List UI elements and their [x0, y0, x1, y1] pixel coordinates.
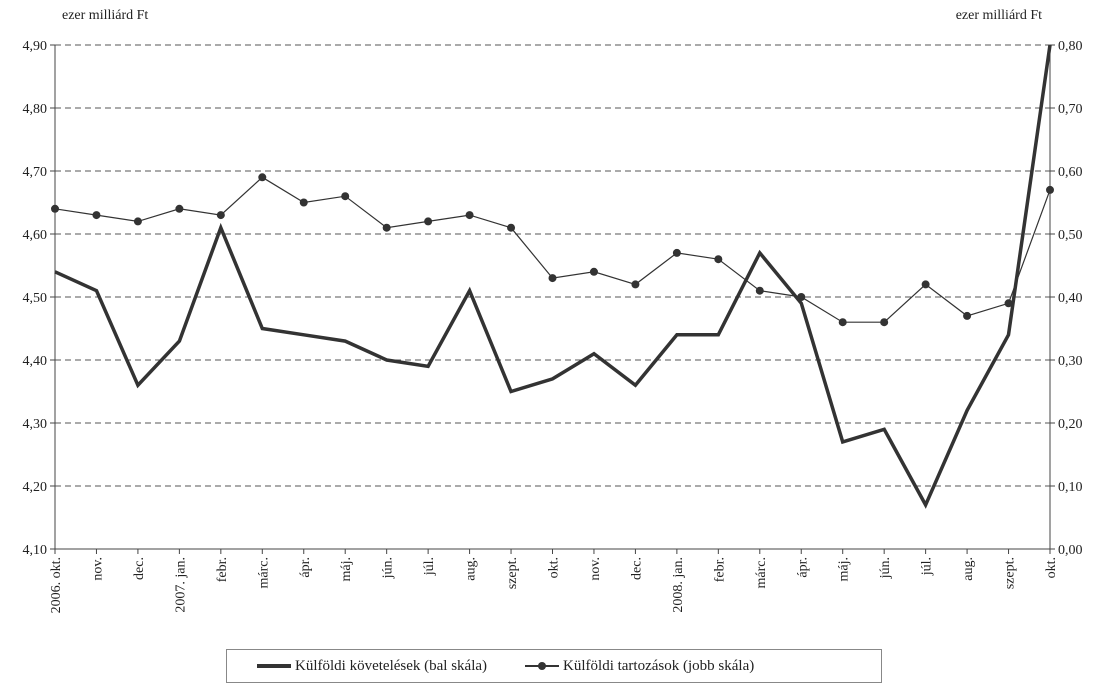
right-tick-label: 0,00	[1058, 543, 1083, 558]
x-tick-label: ápr.	[298, 557, 313, 578]
legend: Külföldi követelések (bal skála) Külföld…	[226, 649, 882, 683]
liabilities-point	[797, 293, 806, 301]
x-tick-label: febr.	[712, 557, 727, 582]
legend-thick-line-icon	[257, 661, 291, 671]
liabilities-point	[1046, 185, 1054, 194]
left-tick-label: 4,60	[23, 228, 48, 243]
liabilities-point	[175, 204, 184, 213]
liabilities-point	[341, 192, 350, 201]
liabilities-point	[631, 280, 640, 289]
liabilities-series-line	[54, 176, 1051, 323]
right-axis-unit-label: ezer milliárd Ft	[955, 8, 1042, 23]
left-tick-label: 4,70	[23, 165, 48, 180]
claims-series-line	[54, 44, 1052, 509]
left-tick-label: 4,50	[23, 291, 48, 306]
right-tick-label: 0,70	[1058, 102, 1083, 117]
x-tick-label: márc.	[256, 557, 271, 588]
x-tick-label: okt.	[547, 557, 562, 578]
liabilities-point	[589, 267, 598, 276]
liabilities-point	[838, 318, 847, 327]
right-tick-label: 0,40	[1058, 291, 1083, 306]
x-tick-label: júl.	[422, 557, 437, 576]
right-tick-label: 0,80	[1058, 39, 1083, 54]
x-tick-label: szept.	[505, 557, 520, 589]
x-tick-label: 2008. jan.	[671, 557, 686, 613]
left-tick-label: 4,10	[23, 543, 48, 558]
legend-label-liabilities: Külföldi tartozások (jobb skála)	[563, 657, 755, 674]
x-tick-label: máj.	[837, 557, 852, 582]
liabilities-point	[880, 318, 889, 327]
x-tick-label: aug.	[961, 557, 976, 581]
liabilities-point	[963, 311, 972, 320]
x-tick-label: jún.	[381, 557, 396, 579]
x-tick-label: febr.	[215, 557, 230, 582]
liabilities-point	[548, 274, 557, 283]
liabilities-point	[133, 217, 142, 226]
right-tick-label: 0,30	[1058, 354, 1083, 369]
liabilities-point	[51, 204, 59, 213]
right-tick-label: 0,10	[1058, 480, 1083, 495]
right-tick-label: 0,50	[1058, 228, 1083, 243]
liabilities-point	[672, 248, 681, 257]
x-tick-label: aug.	[464, 557, 479, 581]
x-tick-label: 2007. jan.	[173, 557, 188, 613]
liabilities-point	[1004, 299, 1013, 308]
liabilities-point	[299, 198, 308, 207]
liabilities-point	[424, 217, 433, 226]
left-tick-label: 4,80	[23, 102, 48, 117]
legend-item-liabilities: Külföldi tartozások (jobb skála)	[525, 658, 754, 675]
liabilities-point	[92, 211, 101, 220]
x-tick-label: júl.	[920, 557, 935, 576]
right-tick-label: 0,20	[1058, 417, 1083, 432]
x-tick-label: szept.	[1003, 557, 1018, 589]
x-tick-label: dec.	[132, 557, 147, 580]
x-tick-label: máj.	[339, 557, 354, 582]
legend-marker-line-icon	[525, 661, 560, 671]
x-tick-label: ápr.	[795, 557, 810, 578]
liabilities-point	[755, 286, 764, 295]
liabilities-point	[714, 255, 723, 264]
left-tick-label: 4,90	[23, 39, 48, 54]
legend-label-claims: Külföldi követelések (bal skála)	[295, 657, 488, 674]
x-tick-label: okt.	[1044, 557, 1059, 578]
x-tick-label: nov.	[90, 557, 105, 581]
left-tick-label: 4,20	[23, 480, 48, 495]
liabilities-point	[465, 211, 474, 220]
liabilities-point	[258, 173, 267, 182]
liabilities-point	[507, 223, 516, 232]
chart-canvas: 4,10 0,00 4,20 0,10 4,30 0,20 4,40 0,30 4,50 0,40…	[23, 39, 1083, 613]
x-tick-label: dec.	[629, 557, 644, 580]
left-axis-unit-label: ezer milliárd Ft	[62, 8, 149, 23]
x-tick-label: márc.	[754, 557, 769, 588]
liabilities-point	[216, 211, 225, 220]
liabilities-point	[921, 280, 930, 289]
x-tick-label: jún.	[878, 557, 893, 579]
right-tick-label: 0,60	[1058, 165, 1083, 180]
liabilities-point	[382, 223, 391, 232]
legend-item-claims: Külföldi követelések (bal skála)	[257, 658, 487, 675]
left-tick-label: 4,30	[23, 417, 48, 432]
x-tick-label: nov.	[588, 557, 603, 581]
left-tick-label: 4,40	[23, 354, 48, 369]
x-tick-label: 2006. okt.	[49, 557, 64, 613]
